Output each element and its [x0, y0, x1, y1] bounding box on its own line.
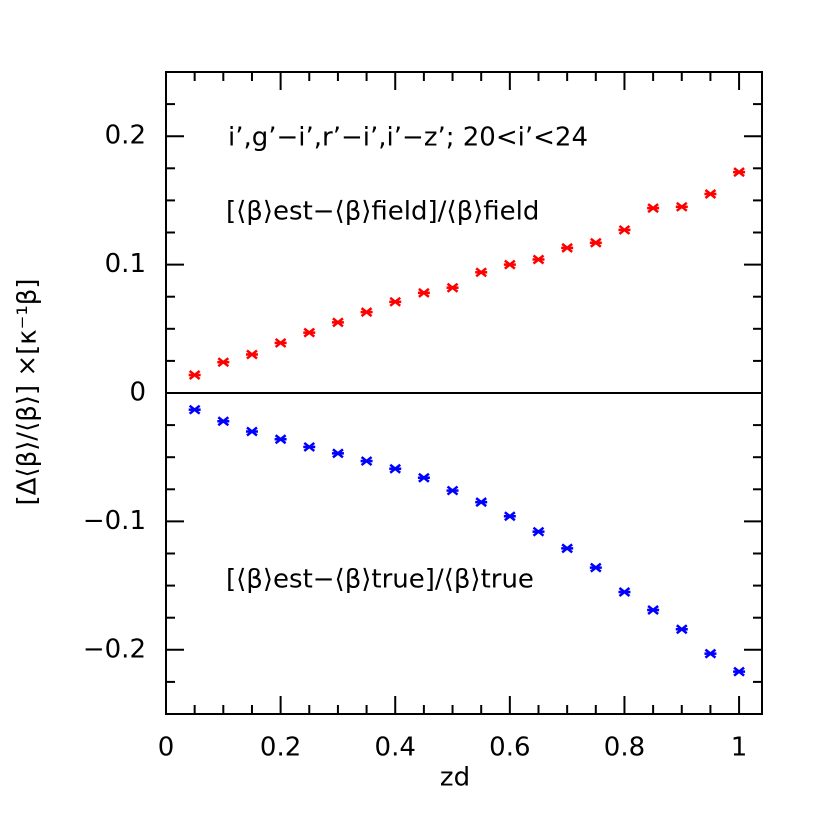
point — [245, 349, 258, 360]
point — [446, 485, 459, 496]
point — [589, 237, 602, 248]
x-tick-label: 0.8 — [604, 733, 645, 763]
point — [532, 254, 545, 265]
point — [503, 511, 516, 522]
point — [475, 497, 488, 508]
legend-label: [⟨β⟩est−⟨β⟩field]/⟨β⟩field — [226, 197, 539, 227]
point — [188, 370, 201, 381]
point — [647, 203, 660, 214]
y-tick-label: 0.2 — [105, 121, 146, 151]
point — [331, 317, 344, 328]
point — [303, 441, 316, 452]
point — [217, 357, 230, 368]
point — [647, 605, 660, 615]
y-axis-label: [Δ⟨β⟩/⟨β⟩] ×[κ⁻¹β] — [13, 279, 43, 506]
point — [303, 327, 316, 338]
point — [274, 434, 287, 445]
point — [360, 456, 373, 467]
point — [446, 282, 459, 293]
point — [532, 526, 545, 537]
y-tick-label: −0.1 — [83, 506, 146, 536]
annotation: i’,g’−i’,r’−i’,i’−z’; 20<i’<24 — [228, 123, 588, 153]
point — [217, 416, 230, 427]
point — [704, 648, 717, 659]
point — [561, 543, 574, 554]
point — [331, 448, 344, 459]
legend-label: [⟨β⟩est−⟨β⟩true]/⟨β⟩true — [226, 565, 534, 595]
point — [589, 562, 602, 573]
point — [618, 224, 631, 235]
point — [675, 201, 688, 212]
point — [503, 259, 516, 270]
point — [618, 587, 631, 597]
y-tick-label: 0 — [129, 378, 146, 408]
x-tick-label: 0.4 — [375, 733, 416, 763]
point — [389, 296, 402, 307]
x-tick-label: 0.2 — [260, 733, 301, 763]
x-tick-label: 1 — [731, 733, 748, 763]
point — [704, 189, 717, 199]
x-axis-label: zd — [440, 763, 470, 793]
y-tick-label: 0.1 — [105, 249, 146, 279]
y-tick-label: −0.2 — [83, 634, 146, 664]
point — [733, 666, 746, 677]
point — [389, 463, 402, 474]
x-tick-label: 0.6 — [489, 733, 530, 763]
point — [245, 426, 258, 437]
point — [274, 337, 287, 348]
point — [475, 267, 488, 278]
point — [360, 307, 373, 318]
point — [561, 242, 574, 253]
x-tick-label: 0 — [158, 733, 175, 763]
point — [675, 624, 688, 635]
point — [417, 472, 430, 483]
point — [417, 287, 430, 298]
point — [188, 404, 201, 415]
point — [733, 167, 746, 178]
